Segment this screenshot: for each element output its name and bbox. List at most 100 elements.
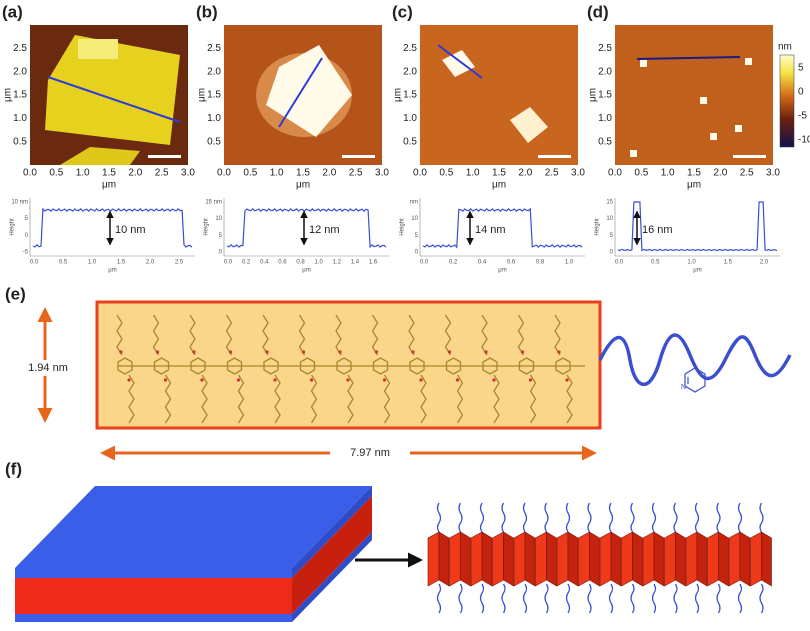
nanosheet <box>442 50 475 77</box>
sheet <box>427 531 440 587</box>
sheet <box>621 531 633 587</box>
alkyl-chain <box>189 314 208 424</box>
x-tick-label: 1.6 <box>369 260 378 266</box>
y-tick-label: 10 <box>606 216 613 222</box>
y-tick-label: nm <box>410 200 418 206</box>
side-chain <box>716 502 721 533</box>
y-tick-label: 0 <box>415 250 419 256</box>
sheet <box>481 531 493 587</box>
nanosheet <box>710 133 717 140</box>
x-tick-label: 0.0 <box>23 168 37 179</box>
benzene <box>445 357 462 375</box>
x-tick-label: 2.5 <box>155 168 169 179</box>
x-tick-label: 1.0 <box>270 168 284 179</box>
benzene <box>409 357 425 375</box>
oxygen <box>419 378 423 382</box>
alkyl-chain <box>116 314 135 424</box>
nanosheet <box>640 60 647 67</box>
y-tick-label: 2.0 <box>13 66 27 77</box>
colorbar <box>779 54 795 148</box>
oxygen <box>265 350 269 354</box>
alkyl-chain <box>554 314 573 424</box>
y-tick-label: 0 <box>610 250 614 256</box>
y-tick-label: 10 nm <box>11 200 28 206</box>
sheet <box>761 531 772 587</box>
sheet <box>707 531 719 587</box>
y-tick-label: 1.5 <box>13 90 27 101</box>
sheet <box>449 531 461 587</box>
oxygen <box>236 378 241 382</box>
x-tick-label: 0.8 <box>536 260 545 266</box>
y-tick-label: 2.5 <box>403 43 417 54</box>
oxygen <box>492 378 496 382</box>
x-tick-label: 3.0 <box>766 168 780 179</box>
y-tick-label: 2.0 <box>403 66 417 77</box>
sheet <box>578 531 590 587</box>
side-chain <box>587 583 592 614</box>
y-tick-label: 2.5 <box>13 43 27 54</box>
oxygen <box>528 378 533 382</box>
sheet <box>739 531 751 587</box>
x-axis-title: μm <box>108 268 116 274</box>
side-chain <box>436 502 442 533</box>
side-chain <box>479 583 485 614</box>
alkyl-chain <box>481 314 500 424</box>
molecule-drawing <box>116 314 585 424</box>
side-chain <box>565 583 571 614</box>
y-axis-title: Height <box>400 218 406 236</box>
sheet <box>503 531 514 587</box>
x-tick-label: 0.5 <box>49 168 63 179</box>
x-axis-title: μm <box>296 180 310 191</box>
y-tick-label: 1.0 <box>598 113 612 124</box>
sheet <box>589 531 600 587</box>
x-tick-label: 1.5 <box>724 260 733 266</box>
x-tick-label: 1.5 <box>296 168 310 179</box>
crystal-block <box>15 486 372 622</box>
profile-line <box>47 76 181 123</box>
x-tick-label: 0.2 <box>242 260 251 266</box>
side-chain <box>458 583 463 614</box>
alkyl-chain <box>225 314 245 424</box>
x-tick-label: 0.0 <box>217 168 231 179</box>
y-tick-label: 2.5 <box>598 43 612 54</box>
benzene <box>336 357 352 375</box>
y-axis-title: μm <box>3 88 14 102</box>
alkyl-chain <box>152 314 172 424</box>
x-tick-label: 0.0 <box>224 260 233 266</box>
oxygen <box>301 350 306 354</box>
height-profile <box>617 201 778 252</box>
x-tick-label: 2.0 <box>518 168 532 179</box>
y-tick-label: 5 <box>219 233 223 239</box>
y-tick-label: 1.5 <box>207 90 221 101</box>
panel-label: (a) <box>2 2 23 21</box>
y-tick-label: 0 <box>219 250 223 256</box>
sheet <box>524 531 536 587</box>
nanosheet <box>510 107 548 143</box>
y-tick-label: 1.0 <box>207 113 221 124</box>
x-tick-label: 2.5 <box>545 168 559 179</box>
benzene <box>226 357 243 375</box>
x-axis-title: μm <box>492 180 506 191</box>
x-tick-label: 1.0 <box>88 260 97 266</box>
benzene <box>263 357 279 375</box>
benzene <box>555 357 571 375</box>
alkyl-chain <box>298 314 318 424</box>
y-tick-label: 1.0 <box>13 113 27 124</box>
y-tick-label: 0.5 <box>598 136 612 147</box>
y-tick-label: 1.5 <box>598 90 612 101</box>
y-tick-label: 2.0 <box>598 66 612 77</box>
colorbar-tick: -5 <box>798 111 807 122</box>
alkyl-chain <box>517 314 537 424</box>
side-chain <box>544 583 549 614</box>
atom: N <box>681 384 686 391</box>
benzene <box>299 357 316 375</box>
x-tick-label: 2.0 <box>146 260 155 266</box>
benzene <box>190 357 206 375</box>
x-tick-label: 2.0 <box>760 260 769 266</box>
sheet <box>460 531 471 587</box>
x-tick-label: 0.6 <box>278 260 287 266</box>
y-tick-label: 1.5 <box>403 90 417 101</box>
benzene <box>482 357 498 375</box>
sheet <box>438 531 450 587</box>
